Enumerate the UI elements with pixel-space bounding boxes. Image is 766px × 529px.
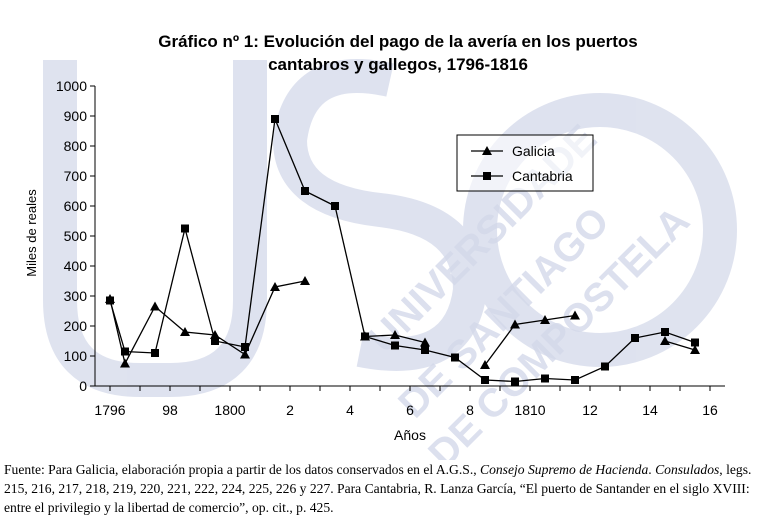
y-tick-label: 500 (64, 228, 88, 244)
galicia-line (109, 280, 306, 366)
cantabria-point (511, 377, 519, 386)
galicia-point (120, 358, 130, 368)
caption-italic-1: Consejo Supremo de Hacienda (480, 462, 649, 477)
y-tick-label: 400 (64, 258, 88, 274)
galicia-point (660, 336, 670, 345)
x-tick-label: 12 (582, 402, 598, 418)
y-tick-label: 0 (79, 378, 87, 394)
y-tick-label: 200 (64, 318, 88, 334)
x-tick-label: 8 (466, 402, 474, 418)
chart: Gráfico nº 1: Evolución del pago de la a… (24, 32, 725, 443)
cantabria-point (361, 332, 369, 341)
cantabria-point (601, 362, 609, 371)
galicia-point (240, 349, 250, 359)
y-ticks: 0 100 200 300 400 500 600 700 800 900 1000 (56, 78, 95, 394)
galicia-line (484, 314, 576, 366)
cantabria-point (301, 187, 309, 195)
legend-label-cantabria: Cantabria (512, 168, 573, 184)
galicia-point (210, 330, 220, 339)
cantabria-point (541, 374, 549, 383)
chart-title-line2: cantabros y gallegos, 1796-1816 (268, 55, 528, 74)
x-ticks: 1796 98 1800 2 4 6 8 1810 12 14 16 (94, 386, 718, 418)
cantabria-point (106, 296, 114, 305)
legend: Galicia Cantabria (456, 134, 594, 192)
cantabria-point (211, 337, 219, 345)
caption-text-2: . (648, 462, 656, 477)
y-axis-label: Miles de reales (24, 189, 39, 277)
caption-text-1: Fuente: Para Galicia, elaboración propia… (4, 462, 481, 477)
x-tick-label: 16 (702, 402, 718, 418)
cantabria-point (271, 115, 279, 123)
x-tick-label: 98 (162, 402, 178, 418)
galicia-point (180, 327, 190, 336)
legend-marker-cantabria (483, 172, 491, 180)
y-tick-label: 600 (64, 198, 88, 214)
cantabria-point (391, 341, 399, 350)
cantabria-point (451, 353, 459, 362)
cantabria-point (691, 338, 699, 347)
cantabria-point (241, 343, 249, 351)
y-tick-label: 900 (64, 108, 88, 124)
cantabria-point (181, 224, 189, 233)
cantabria-point (121, 347, 129, 356)
galicia-point (300, 276, 310, 285)
caption-italic-2: Consulados (655, 462, 720, 477)
series-cantabria (106, 115, 699, 386)
x-tick-label: 1810 (514, 402, 545, 418)
cantabria-line (109, 116, 696, 383)
y-tick-label: 700 (64, 168, 88, 184)
galicia-point (570, 310, 580, 320)
y-tick-label: 300 (64, 288, 88, 304)
cantabria-point (331, 202, 339, 210)
caption-text-3: , legs. 215, 216, 217, 218, 219, 220, 22… (4, 462, 752, 515)
galicia-point (540, 315, 550, 324)
x-tick-label: 14 (642, 402, 658, 418)
galicia-point (270, 282, 280, 291)
legend-marker-galicia (482, 146, 492, 155)
cantabria-point (151, 349, 159, 357)
cantabria-point (421, 346, 429, 354)
cantabria-point (631, 334, 639, 342)
legend-box (456, 134, 594, 192)
galicia-point (480, 360, 490, 369)
x-tick-label: 4 (346, 402, 354, 418)
cantabria-point (661, 328, 669, 336)
x-tick-label: 6 (406, 402, 414, 418)
galicia-point (390, 330, 400, 339)
cantabria-point (481, 376, 489, 384)
x-tick-label: 1796 (94, 402, 125, 418)
y-tick-label: 800 (64, 138, 88, 154)
galicia-point (510, 319, 520, 329)
x-tick-label: 1800 (214, 402, 245, 418)
chart-title-line1: Gráfico nº 1: Evolución del pago de la a… (158, 32, 638, 51)
galicia-line (664, 340, 696, 351)
series-galicia (105, 276, 700, 369)
y-tick-label: 1000 (56, 78, 87, 94)
legend-label-galicia: Galicia (512, 143, 555, 159)
galicia-point (420, 337, 430, 347)
x-tick-label: 2 (286, 402, 294, 418)
source-caption: Fuente: Para Galicia, elaboración propia… (4, 460, 762, 517)
x-axis-label: Años (394, 427, 426, 443)
y-tick-label: 100 (64, 348, 88, 364)
cantabria-point (571, 376, 579, 384)
galicia-point (150, 301, 160, 311)
galicia-point (690, 345, 700, 354)
